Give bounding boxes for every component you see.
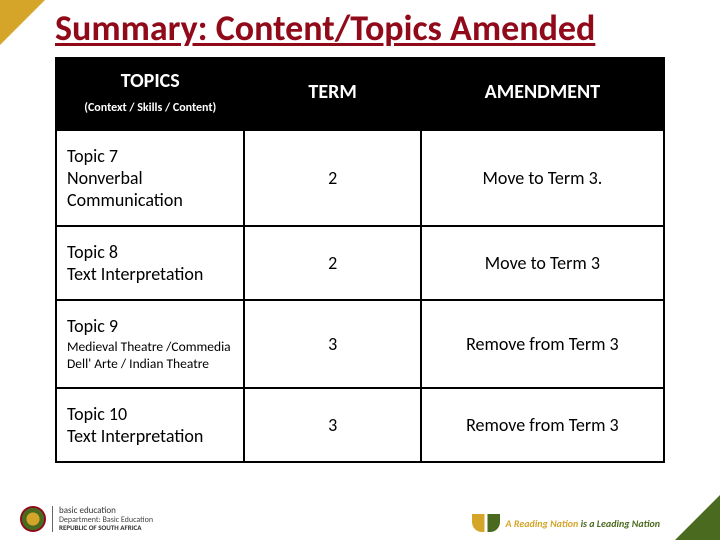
cell-term: 3 — [244, 300, 420, 388]
topic-line: Nonverbal — [67, 167, 143, 189]
topic-line: Topic 8 — [67, 241, 118, 263]
corner-decoration-top-left — [0, 0, 45, 45]
footer-right: A Reading Nation is a Leading Nation — [472, 514, 660, 532]
header-term: TERM — [244, 58, 420, 130]
cell-amendment: Remove from Term 3 — [421, 388, 664, 462]
header-amendment: AMENDMENT — [421, 58, 664, 130]
cell-amendment: Move to Term 3 — [421, 226, 664, 300]
cell-topic: Topic 8 Text Interpretation — [56, 226, 244, 300]
cell-topic: Topic 10 Text Interpretation — [56, 388, 244, 462]
corner-decoration-bottom-right — [675, 495, 720, 540]
coat-of-arms-icon — [20, 506, 46, 532]
cell-term: 2 — [244, 130, 420, 226]
topic-subline: Medieval Theatre /Commedia Dell' Arte / … — [67, 339, 233, 373]
slide-footer: basic education Department: Basic Educat… — [20, 506, 660, 532]
cell-amendment: Move to Term 3. — [421, 130, 664, 226]
topic-line: Topic 7 — [67, 145, 118, 167]
page-title: Summary: Content/Topics Amended — [55, 8, 665, 49]
tagline-part2: is a Leading Nation — [581, 517, 660, 530]
footer-tagline: A Reading Nation is a Leading Nation — [506, 517, 660, 530]
table-row: Topic 8 Text Interpretation 2 Move to Te… — [56, 226, 664, 300]
slide-content: Summary: Content/Topics Amended TOPICS (… — [0, 0, 720, 463]
header-topics: TOPICS (Context / Skills / Content) — [56, 58, 244, 130]
topic-line: Communication — [67, 189, 183, 211]
cell-topic: Topic 7 Nonverbal Communication — [56, 130, 244, 226]
topic-line: Text Interpretation — [67, 425, 203, 447]
book-icon — [472, 514, 500, 532]
cell-topic: Topic 9 Medieval Theatre /Commedia Dell'… — [56, 300, 244, 388]
table-row: Topic 10 Text Interpretation 3 Remove fr… — [56, 388, 664, 462]
cell-term: 2 — [244, 226, 420, 300]
table-row: Topic 9 Medieval Theatre /Commedia Dell'… — [56, 300, 664, 388]
cell-term: 3 — [244, 388, 420, 462]
header-topics-sublabel: (Context / Skills / Content) — [63, 101, 237, 115]
cell-amendment: Remove from Term 3 — [421, 300, 664, 388]
department-block: basic education Department: Basic Educat… — [52, 506, 153, 532]
topic-line: Topic 9 — [67, 315, 118, 337]
table-row: Topic 7 Nonverbal Communication 2 Move t… — [56, 130, 664, 226]
tagline-part1: A Reading Nation — [506, 517, 581, 530]
header-topics-label: TOPICS — [121, 69, 180, 93]
topic-line: Text Interpretation — [67, 263, 203, 285]
footer-left: basic education Department: Basic Educat… — [20, 506, 153, 532]
table-header-row: TOPICS (Context / Skills / Content) TERM… — [56, 58, 664, 130]
amendments-table: TOPICS (Context / Skills / Content) TERM… — [55, 57, 665, 463]
topic-line: Topic 10 — [67, 403, 127, 425]
dept-line3: REPUBLIC OF SOUTH AFRICA — [59, 524, 153, 532]
